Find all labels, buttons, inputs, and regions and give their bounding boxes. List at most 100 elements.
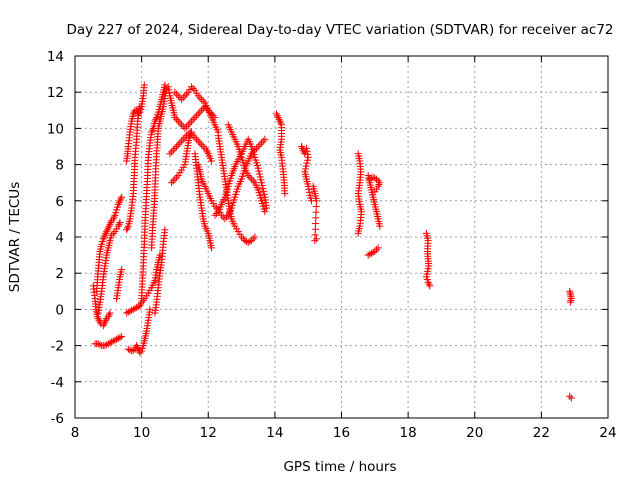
data-point [114,222,122,230]
data-point [171,114,179,122]
data-point [188,128,196,136]
data-point [260,190,268,198]
data-point [246,173,254,181]
data-point [248,175,256,183]
data-point [256,141,264,149]
data-point [174,117,182,125]
data-point [164,83,172,91]
data-point [173,115,181,123]
data-point [94,340,102,348]
data-point [191,114,199,122]
data-point [375,181,383,189]
data-point [137,300,145,308]
data-point [116,333,124,341]
data-point [114,200,122,208]
data-point [221,215,229,223]
data-point [261,208,269,216]
data-point [168,179,176,187]
data-point [183,90,191,98]
data-point [179,135,187,143]
data-point [123,226,131,234]
data-point [115,220,123,228]
data-point [191,133,199,141]
data-point [304,156,312,164]
y-tick-label: 10 [47,121,64,137]
data-point [176,139,184,147]
data-point [213,209,221,217]
data-point [108,217,116,225]
data-point [93,313,101,321]
data-point [181,133,189,141]
data-point [249,235,257,243]
y-tick-label: -2 [51,339,64,355]
x-tick-label: 12 [200,425,217,441]
data-point [152,115,160,123]
y-tick-label: 4 [55,230,64,246]
data-point [304,153,312,161]
data-point [108,338,116,346]
data-point [131,304,139,312]
x-tick-label: 24 [599,425,616,441]
data-point [169,146,177,154]
data-point [107,219,115,227]
x-tick-label: 8 [71,425,80,441]
data-point [128,347,136,355]
x-tick-label: 22 [533,425,550,441]
x-tick-label: 10 [133,425,150,441]
data-point [101,231,109,239]
data-point [183,123,191,131]
data-point [187,130,195,138]
data-point [118,193,126,201]
data-point [178,137,186,145]
data-point [136,349,144,357]
x-tick-label: 14 [266,425,283,441]
data-point [371,188,379,196]
y-tick-label: 14 [47,49,64,65]
data-point [169,177,177,185]
data-point [181,92,189,100]
data-point [103,341,111,349]
data-point [193,135,201,143]
data-point [238,233,246,241]
data-point [102,229,110,237]
data-point [110,213,118,221]
data-point [100,320,108,328]
data-point [178,121,186,129]
data-point [113,335,121,343]
data-point [99,322,107,330]
data-point [259,184,267,192]
data-point [305,188,313,196]
data-point [198,95,206,103]
data-point [196,108,204,116]
data-point [194,92,202,100]
data-point [186,132,194,140]
data-point [198,106,206,114]
data-point [188,117,196,125]
y-tick-label: 2 [55,266,64,282]
data-point [96,341,104,349]
data-point [161,226,169,234]
data-point [148,126,156,134]
data-point [101,342,109,350]
data-point [211,202,219,210]
data-point [100,233,108,241]
data-point [371,247,379,255]
data-point [305,185,313,193]
data-point [196,94,204,102]
data-point [124,345,132,353]
data-point [249,177,257,185]
data-point [104,313,112,321]
data-point [176,119,184,127]
data-point [108,231,116,239]
data-point [206,108,214,116]
data-point [133,342,141,350]
data-point [254,164,262,172]
data-point [117,195,125,203]
data-point [128,306,136,314]
data-points [89,81,575,402]
y-tick-label: 0 [55,302,64,318]
data-point [133,304,141,312]
gridlines [75,56,608,418]
data-point [196,139,204,147]
